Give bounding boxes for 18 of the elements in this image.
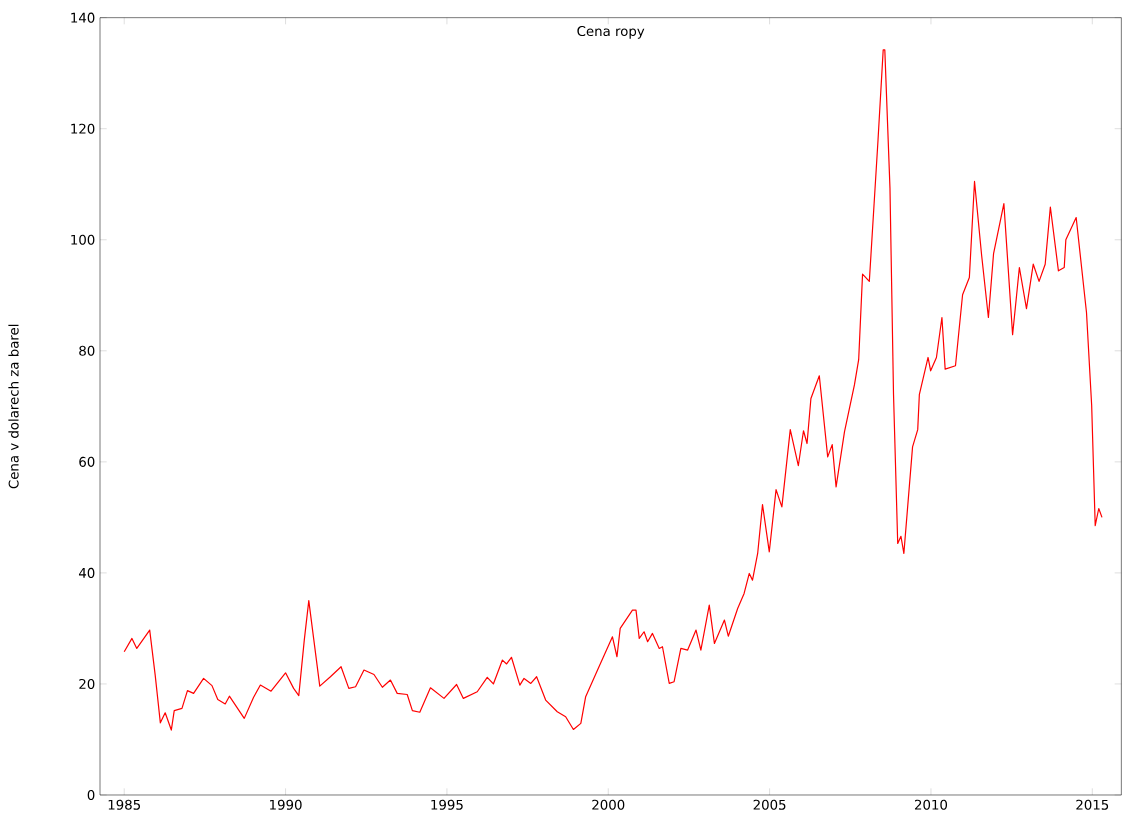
y-tick-label: 120 — [71, 123, 95, 134]
y-tick-label: 60 — [79, 456, 95, 467]
y-tick-label: 40 — [78, 567, 95, 578]
text: Cena ropy — [577, 26, 645, 39]
x-tick-label: 2005 — [753, 799, 786, 810]
x-tick-label: 1990 — [270, 799, 302, 810]
y-tick-label: 80 — [79, 345, 95, 356]
x-tick-label: 2000 — [592, 799, 625, 810]
x-tick-label: 1995 — [431, 799, 463, 810]
y-tick-label: 140 — [71, 12, 95, 23]
x-tick-label: 1985 — [108, 799, 140, 810]
x-tick-label: 2010 — [914, 799, 948, 810]
y-tick-label: 20 — [79, 678, 95, 689]
y-tick-label: 0 — [87, 789, 95, 801]
x-tick-label: 2015 — [1076, 799, 1109, 810]
y-tick-label: 100 — [71, 234, 95, 245]
y-axis-title: Cena v dolarech za barel — [8, 324, 19, 489]
line-series — [123, 49, 1103, 731]
